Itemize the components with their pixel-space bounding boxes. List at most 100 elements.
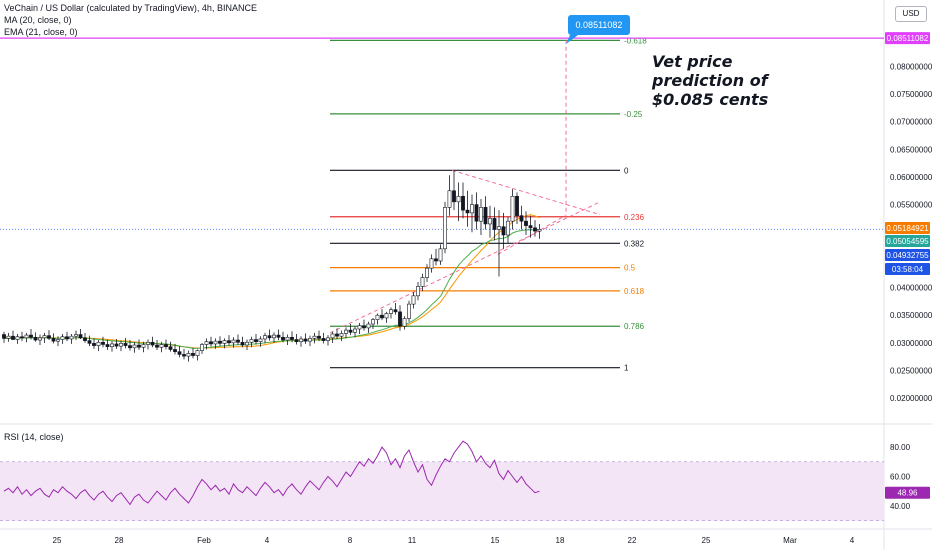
candle[interactable]: [78, 329, 83, 339]
candle[interactable]: [56, 336, 60, 347]
candle[interactable]: [303, 333, 308, 344]
candle[interactable]: [209, 336, 213, 347]
candle[interactable]: [186, 350, 191, 362]
candle[interactable]: [434, 248, 438, 266]
candle[interactable]: [92, 338, 96, 349]
candle[interactable]: [470, 194, 474, 233]
candle[interactable]: [312, 332, 317, 344]
candle[interactable]: [200, 342, 204, 354]
candle[interactable]: [213, 338, 218, 349]
candle[interactable]: [398, 305, 402, 331]
candle[interactable]: [533, 220, 537, 237]
candle[interactable]: [384, 311, 389, 323]
candle[interactable]: [425, 264, 429, 282]
candle[interactable]: [290, 331, 294, 343]
candle[interactable]: [74, 330, 78, 341]
candle[interactable]: [510, 189, 515, 230]
candle[interactable]: [231, 337, 236, 348]
candle[interactable]: [344, 327, 348, 339]
candle[interactable]: [483, 196, 488, 230]
candle[interactable]: [236, 334, 240, 346]
candle[interactable]: [443, 201, 447, 254]
candle[interactable]: [191, 347, 195, 359]
candle[interactable]: [393, 303, 398, 315]
candle[interactable]: [474, 192, 479, 230]
candle[interactable]: [263, 332, 267, 344]
candle[interactable]: [402, 316, 407, 330]
candle[interactable]: [456, 182, 461, 222]
candle[interactable]: [42, 332, 47, 343]
candle[interactable]: [2, 331, 6, 343]
candle[interactable]: [29, 329, 33, 340]
candle[interactable]: [294, 333, 299, 345]
candle[interactable]: [380, 309, 384, 321]
candle[interactable]: [272, 332, 276, 343]
candle[interactable]: [465, 190, 470, 227]
candle[interactable]: [308, 335, 312, 347]
candle[interactable]: [105, 339, 110, 351]
candle[interactable]: [20, 331, 24, 342]
candle[interactable]: [11, 330, 15, 341]
candle[interactable]: [258, 336, 263, 347]
candle[interactable]: [267, 329, 272, 341]
candle[interactable]: [335, 328, 339, 339]
candle[interactable]: [317, 330, 321, 342]
candle[interactable]: [452, 170, 456, 211]
candle[interactable]: [407, 300, 411, 322]
candle[interactable]: [330, 331, 335, 343]
candle[interactable]: [416, 282, 420, 301]
candle[interactable]: [24, 332, 29, 343]
candle[interactable]: [96, 340, 101, 352]
candle[interactable]: [155, 340, 159, 351]
candle[interactable]: [285, 334, 290, 346]
candle[interactable]: [83, 332, 87, 343]
candle[interactable]: [204, 338, 209, 350]
candle[interactable]: [47, 330, 51, 341]
candle[interactable]: [515, 192, 519, 224]
candle[interactable]: [528, 215, 533, 238]
candle[interactable]: [51, 333, 56, 344]
candle[interactable]: [353, 326, 357, 338]
candle[interactable]: [492, 207, 497, 241]
candle[interactable]: [6, 332, 11, 342]
candle[interactable]: [276, 329, 281, 341]
candle[interactable]: [195, 349, 200, 361]
candle[interactable]: [150, 336, 155, 348]
candle[interactable]: [119, 340, 123, 352]
candle[interactable]: [366, 321, 371, 333]
candle[interactable]: [389, 307, 393, 319]
candle[interactable]: [110, 341, 114, 352]
candle[interactable]: [420, 273, 425, 291]
candle[interactable]: [146, 339, 150, 350]
candle[interactable]: [281, 331, 285, 343]
candle[interactable]: [159, 341, 164, 353]
candle[interactable]: [357, 322, 362, 334]
candle[interactable]: [114, 338, 119, 349]
candle[interactable]: [348, 324, 353, 336]
target-callout[interactable]: 0.08511082: [566, 15, 630, 44]
candle[interactable]: [141, 341, 146, 353]
candle[interactable]: [447, 175, 452, 216]
candle[interactable]: [362, 319, 366, 331]
candle[interactable]: [128, 340, 132, 351]
candle[interactable]: [501, 212, 506, 249]
candle[interactable]: [519, 205, 524, 230]
candle[interactable]: [69, 333, 74, 344]
candle[interactable]: [524, 211, 528, 235]
candle[interactable]: [479, 199, 483, 235]
candle[interactable]: [173, 343, 177, 355]
candle[interactable]: [411, 291, 416, 309]
candle[interactable]: [438, 244, 443, 265]
candle[interactable]: [218, 336, 222, 347]
candle[interactable]: [254, 333, 258, 345]
candle[interactable]: [222, 338, 227, 349]
candle[interactable]: [137, 339, 141, 351]
candle[interactable]: [429, 254, 434, 273]
candle[interactable]: [326, 335, 330, 346]
candle[interactable]: [38, 334, 42, 346]
candle[interactable]: [339, 330, 344, 342]
candle[interactable]: [227, 335, 231, 346]
candle[interactable]: [375, 313, 380, 325]
candle[interactable]: [321, 332, 326, 344]
candle[interactable]: [371, 317, 375, 329]
